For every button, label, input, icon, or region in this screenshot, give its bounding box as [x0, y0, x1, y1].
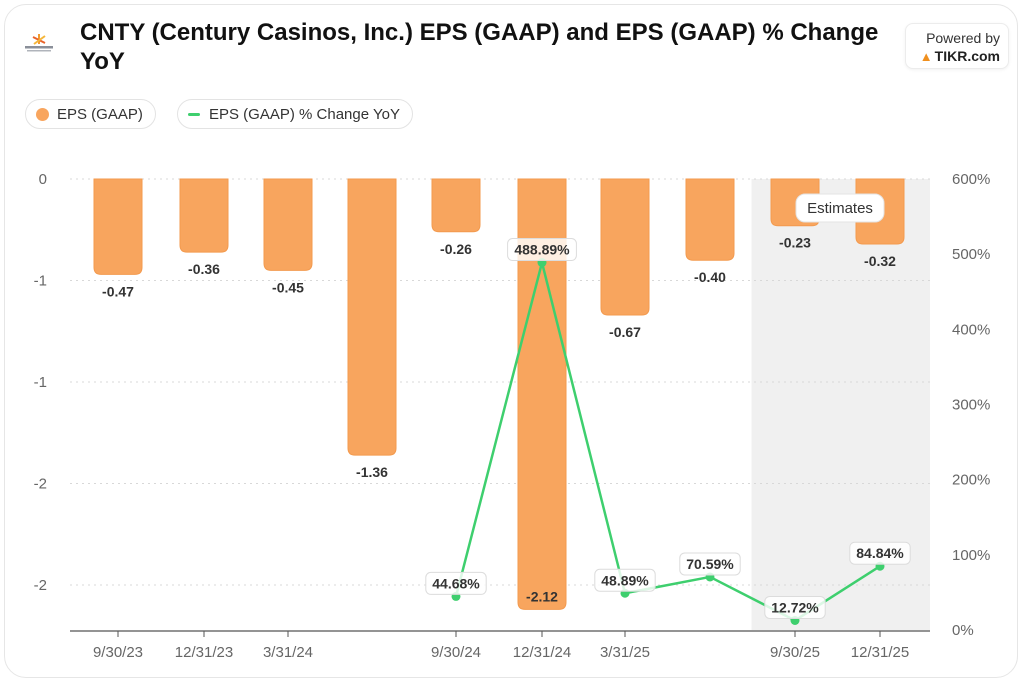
legend-circle-icon [36, 107, 49, 121]
y-left-tick-label: 0 [39, 171, 47, 188]
eps-bar-label: -0.26 [440, 241, 472, 257]
eps-bar [685, 178, 735, 261]
x-tick-label: 9/30/25 [770, 644, 820, 661]
x-tick-label: 3/31/24 [263, 644, 313, 661]
eps-bar [347, 178, 397, 456]
eps-change-label: 44.68% [432, 575, 480, 591]
eps-bar-label: -1.36 [356, 464, 388, 480]
legend-item-eps[interactable]: EPS (GAAP) [25, 99, 156, 129]
eps-change-label-box [764, 595, 826, 619]
eps-change-label-box [507, 238, 577, 262]
y-left-tick-label: -2 [34, 577, 47, 594]
eps-bar-label: -0.45 [272, 279, 304, 295]
eps-bar-label: -0.67 [609, 324, 641, 340]
y-right-tick-label: 0% [952, 622, 974, 639]
x-tick-label: 12/31/25 [851, 644, 909, 661]
tikr-triangle-icon: ▲ [919, 49, 933, 64]
eps-bar-label: -0.36 [188, 261, 220, 277]
legend-item-eps-change[interactable]: EPS (GAAP) % Change YoY [177, 99, 413, 129]
eps-bar [263, 178, 313, 271]
legend-line-icon [188, 112, 200, 116]
eps-bar-label: -0.40 [694, 269, 726, 285]
x-tick-label: 9/30/23 [93, 644, 143, 661]
eps-bar [517, 178, 567, 610]
eps-bar [600, 178, 650, 316]
eps-change-label: 488.89% [514, 242, 570, 258]
x-tick-label: 12/31/24 [513, 644, 571, 661]
chart-title: CNTY (Century Casinos, Inc.) EPS (GAAP) … [80, 19, 879, 75]
eps-bar-label: -0.23 [779, 235, 811, 251]
y-right-tick-label: 400% [952, 321, 990, 338]
legend-label: EPS (GAAP) [57, 105, 143, 123]
y-right-tick-label: 300% [952, 397, 990, 414]
powered-by-text: Powered by [926, 30, 1000, 46]
x-tick-label: 3/31/25 [600, 644, 650, 661]
y-right-tick-label: 600% [952, 171, 990, 188]
tikr-brand: TIKR.com [934, 48, 1000, 64]
eps-change-label: 84.84% [856, 545, 904, 561]
century-casinos-logo [25, 34, 53, 52]
eps-change-label: 70.59% [686, 556, 734, 572]
eps-bar [93, 178, 143, 275]
eps-bar-label: -0.47 [102, 283, 134, 299]
legend-label: EPS (GAAP) % Change YoY [209, 105, 400, 123]
estimates-label: Estimates [807, 200, 873, 217]
y-right-tick-label: 100% [952, 547, 990, 564]
eps-change-label-box [679, 552, 741, 576]
x-tick-label: 9/30/24 [431, 644, 481, 661]
logo-star-icon [32, 34, 46, 45]
eps-change-label-box [849, 541, 911, 565]
eps-bar [179, 178, 229, 253]
eps-change-label-box [425, 571, 487, 595]
eps-bar-label: -0.32 [864, 253, 896, 269]
eps-bar-label: -2.12 [526, 588, 558, 604]
powered-by-badge[interactable]: Powered by ▲ TIKR.com [905, 23, 1009, 69]
y-right-tick-label: 200% [952, 472, 990, 489]
y-left-tick-label: -1 [34, 273, 47, 290]
x-tick-label: 12/31/23 [175, 644, 233, 661]
eps-change-label-box [594, 568, 656, 592]
eps-bar [431, 178, 481, 233]
y-right-tick-label: 500% [952, 246, 990, 263]
y-left-tick-label: -2 [34, 476, 47, 493]
y-left-tick-label: -1 [34, 374, 47, 391]
eps-change-label: 48.89% [601, 572, 649, 588]
estimates-badge [795, 193, 885, 223]
eps-change-label: 12.72% [771, 599, 819, 615]
